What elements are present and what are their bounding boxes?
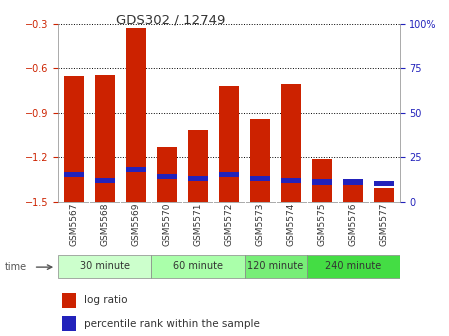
Bar: [250, 176, 270, 181]
Text: 120 minute: 120 minute: [247, 261, 304, 271]
Bar: [64, 172, 84, 177]
Bar: [219, 172, 239, 177]
Bar: [126, 28, 146, 202]
Text: GSM5575: GSM5575: [317, 203, 326, 246]
Text: GDS302 / 12749: GDS302 / 12749: [116, 13, 225, 27]
Bar: [374, 181, 394, 186]
Bar: [343, 184, 363, 202]
Bar: [219, 86, 239, 202]
Bar: [151, 255, 245, 278]
Bar: [126, 167, 146, 172]
Text: GSM5570: GSM5570: [163, 203, 172, 246]
Bar: [307, 255, 400, 278]
Text: GSM5577: GSM5577: [379, 203, 388, 246]
Bar: [281, 84, 301, 202]
Text: GSM5571: GSM5571: [194, 203, 202, 246]
Bar: [64, 76, 84, 202]
Text: 30 minute: 30 minute: [80, 261, 130, 271]
Bar: [312, 179, 332, 184]
Text: GSM5574: GSM5574: [286, 203, 295, 246]
Text: log ratio: log ratio: [84, 295, 127, 305]
Bar: [95, 75, 115, 202]
Text: GSM5569: GSM5569: [132, 203, 141, 246]
Bar: [281, 178, 301, 183]
Bar: [58, 255, 151, 278]
Text: GSM5572: GSM5572: [224, 203, 233, 246]
Bar: [312, 159, 332, 202]
Text: GSM5568: GSM5568: [101, 203, 110, 246]
Bar: [188, 176, 208, 181]
Text: GSM5576: GSM5576: [348, 203, 357, 246]
Bar: [157, 174, 177, 179]
Bar: [95, 178, 115, 183]
Bar: [245, 255, 307, 278]
Bar: [250, 119, 270, 202]
Text: 240 minute: 240 minute: [325, 261, 381, 271]
Text: 60 minute: 60 minute: [173, 261, 223, 271]
Text: GSM5573: GSM5573: [255, 203, 264, 246]
Text: GSM5567: GSM5567: [70, 203, 79, 246]
Bar: [62, 293, 76, 308]
Bar: [188, 130, 208, 202]
Text: time: time: [4, 262, 26, 272]
Bar: [157, 147, 177, 202]
Text: percentile rank within the sample: percentile rank within the sample: [84, 319, 260, 329]
Bar: [343, 179, 363, 184]
Bar: [62, 316, 76, 331]
Bar: [374, 188, 394, 202]
